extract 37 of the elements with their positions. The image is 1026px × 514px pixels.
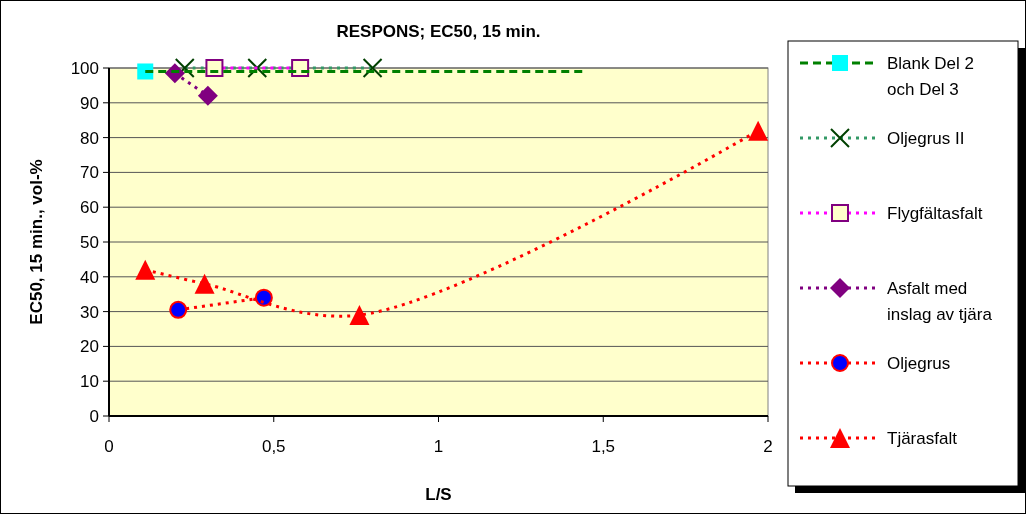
- chart-title: RESPONS; EC50, 15 min.: [336, 22, 541, 41]
- point: [194, 273, 215, 294]
- point: [205, 59, 224, 77]
- legend-label: Asfalt med inslag av tjära: [887, 279, 993, 324]
- x-axis-title: L/S: [425, 485, 452, 504]
- y-tick-label: 40: [80, 267, 99, 287]
- y-tick-label: 60: [80, 198, 99, 218]
- x-tick-label: 1,5: [591, 437, 616, 456]
- point: [174, 58, 195, 78]
- point: [169, 300, 188, 319]
- legend-label: Flygfältasfalt: [887, 204, 983, 223]
- y-tick-label: 90: [80, 93, 99, 113]
- y-tick-label: 50: [80, 233, 99, 252]
- y-tick-label: 70: [80, 163, 99, 183]
- legend-label: Blank Del 2 och Del 3: [887, 54, 974, 99]
- point: [254, 288, 273, 307]
- point: [247, 58, 268, 78]
- point: [362, 58, 383, 78]
- y-tick-label: 80: [80, 128, 99, 148]
- x-tick-label: 2: [763, 437, 773, 456]
- y-tick-label: 10: [80, 372, 99, 392]
- y-axis-title: EC50, 15 min., vol-%: [27, 159, 46, 325]
- point: [197, 85, 218, 106]
- y-tick-label: 100: [70, 59, 99, 78]
- point: [135, 259, 156, 280]
- point: [748, 120, 769, 141]
- y-tick-label: 20: [80, 337, 99, 357]
- point: [137, 63, 154, 80]
- x-tick-label: 0,5: [261, 437, 286, 456]
- x-tick-label: 1: [433, 437, 444, 456]
- legend-label: Tjärasfalt: [887, 429, 958, 448]
- y-tick-label: 0: [89, 407, 99, 426]
- legend-label: Oljegrus: [887, 354, 951, 373]
- legend-label: Oljegrus II: [887, 129, 965, 148]
- point: [349, 305, 370, 326]
- x-tick-label: 0: [104, 437, 114, 456]
- y-tick-label: 30: [80, 302, 99, 322]
